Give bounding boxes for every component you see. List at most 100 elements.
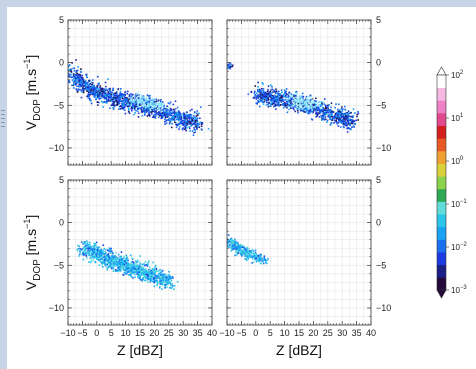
data-point [312,111,314,114]
data-point [126,257,128,259]
data-point [131,276,133,278]
data-point [74,80,76,82]
data-point [168,112,171,115]
data-point [155,277,158,280]
data-point [85,86,87,89]
data-point [273,100,275,102]
data-point [285,93,288,95]
data-point [345,118,348,120]
data-point [341,115,343,118]
data-point [246,252,248,254]
data-point [285,92,287,95]
data-point [149,108,152,110]
data-point [113,94,116,97]
data-point [297,98,300,101]
data-point [333,122,335,124]
data-point [151,102,153,104]
data-point [138,96,140,99]
data-point [93,86,96,88]
gridlines [68,20,212,165]
data-point [145,273,148,276]
data-point [308,107,311,109]
data-point [91,253,94,256]
data-point [293,98,295,101]
data-point [292,107,294,109]
data-point [321,108,324,111]
data-point [347,120,349,123]
data-point [94,244,97,246]
data-point [316,106,319,108]
data-point [155,270,158,272]
resize-grip-icon[interactable] [1,110,5,130]
data-point [170,114,173,117]
data-point [254,258,256,261]
data-point [127,90,129,93]
data-point [148,111,150,114]
data-point [325,105,327,108]
data-point [357,110,359,113]
data-point [110,91,113,94]
data-point [228,241,231,243]
data-point [310,106,313,109]
data-point [172,103,175,106]
data-point [341,110,344,113]
data-point [342,113,345,116]
data-point [109,96,112,98]
data-point [125,269,128,272]
data-point [101,263,103,265]
data-point [128,263,131,265]
data-point [257,85,259,88]
data-point [94,261,97,264]
data-point [249,256,251,258]
data-point [227,66,230,69]
data-point [257,81,259,84]
data-point [193,120,196,122]
data-point [97,250,100,253]
data-point [287,103,289,106]
data-point [323,98,326,100]
data-point [330,113,333,115]
data-point [133,263,136,265]
data-point [336,114,339,117]
data-point [149,277,151,280]
data-point [301,104,303,107]
data-point [70,73,73,76]
data-point [197,125,199,128]
data-point [152,107,155,110]
x-axis-title: Z [dBZ] [117,342,163,358]
data-point [317,107,320,110]
data-point [103,247,106,250]
data-point [167,102,170,104]
data-point [112,89,114,91]
data-point [331,119,333,121]
data-point [80,89,83,92]
data-point [165,277,168,280]
data-point [99,251,102,254]
data-point [107,93,110,95]
data-point [112,106,114,109]
data-point [100,255,103,257]
data-point [150,273,152,275]
data-point [86,82,88,84]
data-point [130,108,133,110]
data-point [304,107,307,109]
data-point [227,67,229,70]
data-point [116,261,118,264]
data-point [90,257,92,260]
data-point [182,127,185,129]
data-point [69,68,71,71]
y-title-unit: [m.s [23,69,39,99]
data-point [162,276,165,279]
data-point [275,108,277,110]
data-point [227,234,230,236]
data-point [125,268,128,270]
data-point [257,257,260,259]
data-point [304,103,307,105]
data-point [332,116,335,119]
data-point [82,251,85,253]
data-point [354,122,356,125]
data-point [103,89,105,91]
data-point [180,116,182,119]
data-point [189,116,191,119]
data-point [102,106,104,108]
